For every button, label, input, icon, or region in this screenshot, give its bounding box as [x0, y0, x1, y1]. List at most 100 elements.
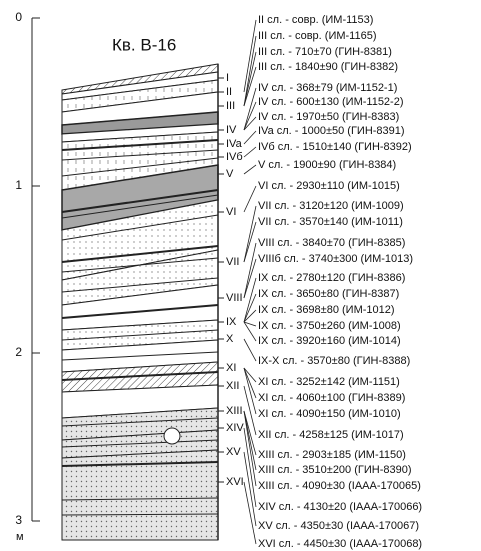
scale-unit: м [16, 531, 24, 543]
date: VI сл. - 2930±110 (ИМ-1015) [258, 180, 400, 192]
date: VII сл. - 3120±120 (ИМ-1009) [258, 200, 404, 212]
date: VII сл. - 3570±140 (ИМ-1011) [258, 216, 403, 228]
pebble [163, 427, 181, 445]
scale-label: 0 [15, 10, 22, 24]
date: IV сл. - 600±130 (ИМ-1152-2) [258, 96, 404, 108]
date: IVб сл. - 1510±140 (ГИН-8392) [258, 141, 412, 153]
layer-label: XV [226, 446, 241, 458]
date: XI сл. - 4090±150 (ИМ-1010) [258, 408, 401, 420]
date-connector [243, 205, 257, 263]
stratum-line [61, 461, 219, 467]
date-connector [243, 146, 257, 158]
date: IX сл. - 3698±80 (ИМ-1012) [258, 304, 395, 316]
date-connector [243, 51, 257, 107]
date-connector [243, 293, 257, 323]
stratum-line [61, 351, 219, 361]
stratum-line [61, 439, 219, 448]
date: XIII сл. - 3510±200 (ГИН-8390) [258, 464, 412, 476]
stratum-line [61, 371, 219, 381]
date-connector [243, 481, 257, 545]
date: IV сл. - 1970±50 (ГИН-8383) [258, 111, 399, 123]
stratum-line [61, 157, 219, 177]
stratum-line [61, 139, 219, 151]
layer-labels: IIIIIIIVIVaIVбVVIVIIVIIIIXXXIXIIXIIIXIVX… [218, 72, 244, 488]
date: IX сл. - 3920±160 (ИМ-1014) [258, 335, 401, 347]
scale-label: 1 [15, 178, 22, 192]
stratum-line [61, 329, 219, 341]
date-connector [243, 185, 257, 213]
layer-label: XIII [226, 405, 243, 417]
stratum-line [61, 194, 219, 219]
date: IX-X сл. - 3570±80 (ГИН-8388) [258, 355, 410, 367]
stratum-line [61, 214, 219, 241]
date-connector [243, 367, 257, 383]
stratum-line [61, 497, 219, 501]
scale-label: 3 [15, 513, 22, 527]
layer-label: XVI [226, 476, 244, 488]
date: IX сл. - 3650±80 (ГИН-8387) [258, 288, 399, 300]
date-connector [243, 19, 257, 93]
date: II сл. - совр. (ИМ-1153) [258, 14, 373, 26]
date: IV сл. - 368±79 (ИМ-1152-1) [258, 82, 397, 94]
layer-label: X [226, 333, 234, 345]
stratum-line [61, 149, 219, 161]
date: XI сл. - 3252±142 (ИМ-1151) [258, 376, 400, 388]
date-connector [243, 130, 257, 145]
layer-label: VIII [226, 292, 243, 304]
date-connector [243, 116, 257, 131]
date-connector [243, 321, 257, 327]
stratum-line [61, 257, 219, 273]
date-connector [243, 367, 257, 399]
date: IVa сл. - 1000±50 (ГИН-8391) [258, 125, 405, 137]
stratum-line [61, 417, 219, 427]
stratum-line [61, 277, 219, 293]
date-connector [243, 427, 257, 508]
title: Кв. В-16 [112, 35, 176, 54]
date-connector [243, 309, 257, 323]
date-connector [243, 367, 257, 415]
date-connector [243, 221, 257, 263]
date: XII сл. - 4258±125 (ИМ-1017) [258, 429, 404, 441]
date: III сл. - 710±70 (ГИН-8381) [258, 46, 392, 58]
stratum-line [61, 513, 219, 516]
date: XIII сл. - 2903±185 (ИМ-1150) [258, 449, 406, 461]
date-connector [243, 66, 257, 107]
layer-label: III [226, 100, 235, 112]
layer-label: V [226, 168, 234, 180]
date-connector [243, 101, 257, 131]
layer-label: IV [226, 124, 237, 136]
layer-label: II [226, 86, 232, 98]
stratum-line [61, 245, 219, 263]
date-connector [243, 277, 257, 323]
date: IX сл. - 3750±260 (ИМ-1008) [258, 320, 401, 332]
date: XV сл. - 4350±30 (IAAA-170067) [258, 520, 419, 532]
date-connector [243, 35, 257, 107]
scale-label: 2 [15, 345, 22, 359]
date: VIIIб сл. - 3740±300 (ИМ-1013) [258, 253, 413, 265]
date-connector [243, 410, 257, 487]
date-connector [243, 410, 257, 471]
date: VIII сл. - 3840±70 (ГИН-8385) [258, 237, 405, 249]
layer-label: IX [226, 316, 237, 328]
date-connector [243, 164, 257, 175]
date: XIII сл. - 4090±30 (IAAA-170065) [258, 480, 421, 492]
dates: II сл. - совр. (ИМ-1153) III сл. - совр. … [243, 14, 422, 550]
depth-scale: 0 1 2 3 м [15, 10, 40, 543]
layer-label: VI [226, 206, 236, 218]
layer-label: I [226, 72, 229, 84]
date-connector [243, 338, 257, 362]
date: XIV сл. - 4130±20 (IAAA-170066) [258, 501, 422, 513]
layer-label: XIV [226, 422, 244, 434]
layer-label: XI [226, 362, 236, 374]
date-connector [243, 451, 257, 527]
date: IX сл. - 2780±120 (ГИН-8386) [258, 272, 405, 284]
layer-label: VII [226, 256, 239, 268]
layer-label: IVa [226, 138, 243, 150]
date-connector [243, 258, 257, 299]
date-connector [243, 321, 257, 342]
date-connector [243, 410, 257, 456]
date: III сл. - совр. (ИМ-1165) [258, 30, 377, 42]
date: XI сл. - 4060±100 (ГИН-8389) [258, 392, 405, 404]
